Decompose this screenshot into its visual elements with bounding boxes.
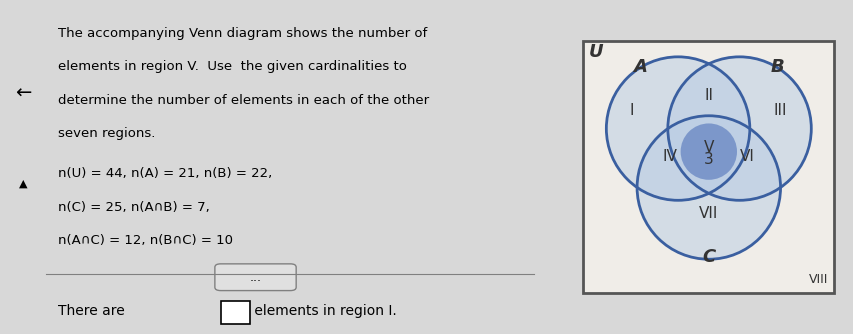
Text: There are: There are <box>58 304 129 318</box>
Text: II: II <box>704 88 712 103</box>
Text: n(A∩C) = 12, n(B∩C) = 10: n(A∩C) = 12, n(B∩C) = 10 <box>58 234 233 247</box>
Text: determine the number of elements in each of the other: determine the number of elements in each… <box>58 94 429 107</box>
Text: U: U <box>588 43 603 61</box>
Text: B: B <box>770 58 784 76</box>
FancyBboxPatch shape <box>215 264 296 291</box>
Text: n(U) = 44, n(A) = 21, n(B) = 22,: n(U) = 44, n(A) = 21, n(B) = 22, <box>58 167 272 180</box>
Text: V: V <box>703 140 713 155</box>
Text: III: III <box>773 103 786 118</box>
Text: elements in region I.: elements in region I. <box>249 304 396 318</box>
Text: ▲: ▲ <box>19 179 27 189</box>
Text: IV: IV <box>662 149 677 164</box>
Text: A: A <box>632 58 646 76</box>
Text: ←: ← <box>15 84 32 103</box>
Text: The accompanying Venn diagram shows the number of: The accompanying Venn diagram shows the … <box>58 27 426 40</box>
Circle shape <box>606 57 749 200</box>
Text: VII: VII <box>699 206 717 221</box>
Text: elements in region V.  Use  the given cardinalities to: elements in region V. Use the given card… <box>58 60 407 73</box>
Bar <box>220 301 249 324</box>
Text: ...: ... <box>249 271 261 284</box>
Circle shape <box>667 57 810 200</box>
Text: 3: 3 <box>703 152 713 167</box>
Text: VI: VI <box>739 149 754 164</box>
Text: n(C) = 25, n(A∩B) = 7,: n(C) = 25, n(A∩B) = 7, <box>58 201 210 213</box>
Circle shape <box>636 116 780 259</box>
Text: C: C <box>701 248 715 266</box>
Text: VIII: VIII <box>809 273 827 286</box>
Text: seven regions.: seven regions. <box>58 127 155 140</box>
Text: I: I <box>629 103 634 118</box>
Circle shape <box>680 124 736 180</box>
